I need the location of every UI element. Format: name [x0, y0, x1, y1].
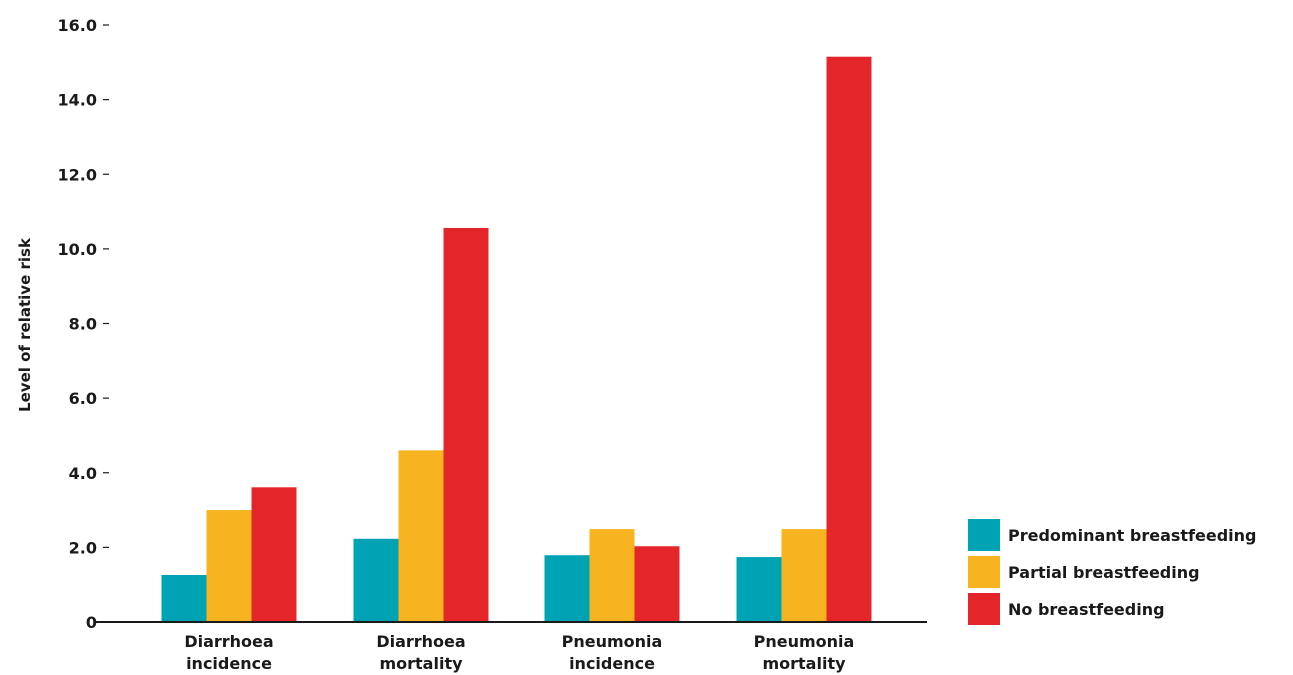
y-tick-label: 0 [86, 613, 97, 632]
bar [544, 555, 590, 622]
y-axis: 0 2.0 4.0 6.0 8.0 10.0 12.0 14.0 16.0 [58, 16, 109, 632]
y-tick-label: 8.0 [69, 315, 97, 334]
x-category-label: Diarrhoea [376, 632, 465, 651]
bar [206, 510, 252, 622]
bar [443, 227, 489, 623]
legend-label: No breastfeeding [1008, 600, 1165, 619]
x-category-label: mortality [762, 654, 846, 673]
y-tick-label: 4.0 [69, 464, 97, 483]
bar [589, 529, 635, 622]
legend-swatch [968, 593, 1000, 625]
bar [736, 557, 782, 622]
legend-swatch [968, 519, 1000, 551]
bar [781, 529, 827, 622]
y-tick-label: 16.0 [58, 16, 97, 35]
legend: Predominant breastfeeding Partial breastf… [968, 519, 1256, 625]
y-tick-label: 10.0 [58, 240, 97, 259]
x-category-label: Pneumonia [754, 632, 855, 651]
bars [161, 56, 872, 623]
bar [251, 487, 297, 622]
legend-label: Partial breastfeeding [1008, 563, 1200, 582]
x-axis: Diarrhoea incidence Diarrhoea mortality Pneu… [95, 621, 927, 673]
x-category-label: Diarrhoea [184, 632, 273, 651]
legend-label: Predominant breastfeeding [1008, 526, 1256, 545]
y-tick-label: 14.0 [58, 91, 97, 110]
y-axis-label: Level of relative risk [16, 237, 34, 412]
y-tick-label: 2.0 [69, 538, 97, 557]
x-category-label: mortality [379, 654, 463, 673]
x-category-label: Pneumonia [562, 632, 663, 651]
legend-swatch [968, 556, 1000, 588]
bar [353, 538, 399, 622]
x-category-label: incidence [186, 654, 272, 673]
y-tick-label: 12.0 [58, 165, 97, 184]
bar [634, 546, 680, 622]
y-tick-label: 6.0 [69, 389, 97, 408]
bar [826, 56, 872, 622]
bar [398, 450, 444, 622]
x-category-label: incidence [569, 654, 655, 673]
bar [161, 574, 207, 622]
